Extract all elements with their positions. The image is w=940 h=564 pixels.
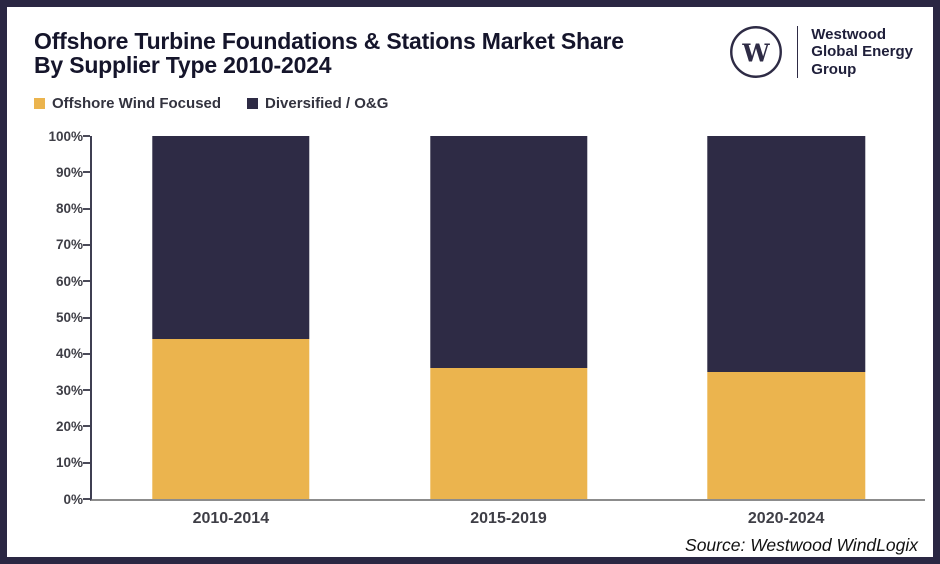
y-tick-mark bbox=[83, 498, 90, 500]
y-tick-label: 10% bbox=[55, 454, 83, 470]
legend-label: Offshore Wind Focused bbox=[52, 95, 222, 112]
westwood-logo: W Westwood Global Energy Group bbox=[728, 24, 913, 80]
bar-segment-diversified-o-g bbox=[707, 136, 865, 372]
bar-2020-2024 bbox=[707, 136, 865, 499]
logo-wordmark-line: Westwood bbox=[811, 26, 887, 44]
y-tick-mark bbox=[83, 461, 90, 464]
y-tick-mark bbox=[83, 135, 90, 137]
y-tick-mark bbox=[83, 352, 90, 355]
bar-2010-2014 bbox=[152, 136, 310, 499]
y-tick-label: 40% bbox=[55, 346, 83, 362]
logo-divider bbox=[797, 26, 799, 78]
x-tick-label: 2020-2024 bbox=[747, 510, 825, 527]
svg-text:W: W bbox=[742, 38, 771, 67]
legend-label: Diversified / O&G bbox=[265, 95, 389, 112]
bar-segment-offshore-wind-focused bbox=[429, 368, 588, 499]
westwood-monogram-icon: W bbox=[730, 26, 783, 78]
logo-wordmark-line: Group bbox=[811, 60, 857, 78]
logo-wordmark-line: Global Energy bbox=[811, 43, 913, 61]
x-tick-label: 2015-2019 bbox=[470, 510, 547, 527]
y-tick-mark bbox=[83, 207, 90, 210]
page-title-line2: By Supplier Type 2010-2024 bbox=[34, 52, 332, 79]
legend-item-offshore-wind-focused: Offshore Wind Focused bbox=[34, 95, 221, 112]
x-tick-label: 2010-2014 bbox=[192, 510, 270, 527]
legend-item-diversified-og: Diversified / O&G bbox=[247, 95, 388, 112]
y-tick-label: 70% bbox=[55, 237, 83, 253]
page-title: Offshore Turbine Foundations & Stations … bbox=[34, 29, 624, 78]
x-axis-labels: 2010-2014 2015-2019 2020-2024 bbox=[92, 510, 925, 532]
legend-swatch-yellow-icon bbox=[34, 98, 45, 109]
y-tick-mark bbox=[83, 243, 90, 246]
plot-area bbox=[83, 135, 925, 501]
y-tick-mark bbox=[83, 389, 90, 392]
y-tick-label: 50% bbox=[55, 309, 83, 325]
y-tick-label: 100% bbox=[48, 128, 83, 144]
legend-swatch-navy-icon bbox=[247, 98, 259, 109]
y-tick-mark bbox=[83, 316, 90, 319]
chart-legend: Offshore Wind Focused Diversified / O&G bbox=[34, 95, 388, 112]
y-tick-label: 80% bbox=[55, 200, 83, 216]
bar-segment-diversified-o-g bbox=[152, 136, 310, 340]
y-tick-label: 20% bbox=[55, 418, 83, 434]
y-axis-labels: 0% 10% 20% 30% 40% 50% 60% 70% 80% 90% 100% bbox=[7, 129, 83, 505]
y-tick-mark bbox=[83, 425, 90, 428]
bar-segment-offshore-wind-focused bbox=[152, 339, 310, 499]
y-tick-label: 30% bbox=[55, 382, 83, 398]
y-tick-label: 0% bbox=[63, 491, 83, 507]
page-title-line1: Offshore Turbine Foundations & Stations … bbox=[34, 28, 624, 54]
y-tick-label: 60% bbox=[55, 273, 83, 289]
y-tick-mark bbox=[83, 280, 90, 283]
source-note: Source: Westwood WindLogix bbox=[685, 535, 918, 555]
bar-segment-diversified-o-g bbox=[429, 136, 588, 369]
logo-wordmark: Westwood Global Energy Group bbox=[811, 26, 913, 78]
y-tick-label: 90% bbox=[55, 164, 83, 180]
bar-2015-2019 bbox=[429, 136, 588, 499]
bar-segment-offshore-wind-focused bbox=[707, 371, 865, 499]
y-tick-mark bbox=[83, 171, 90, 174]
